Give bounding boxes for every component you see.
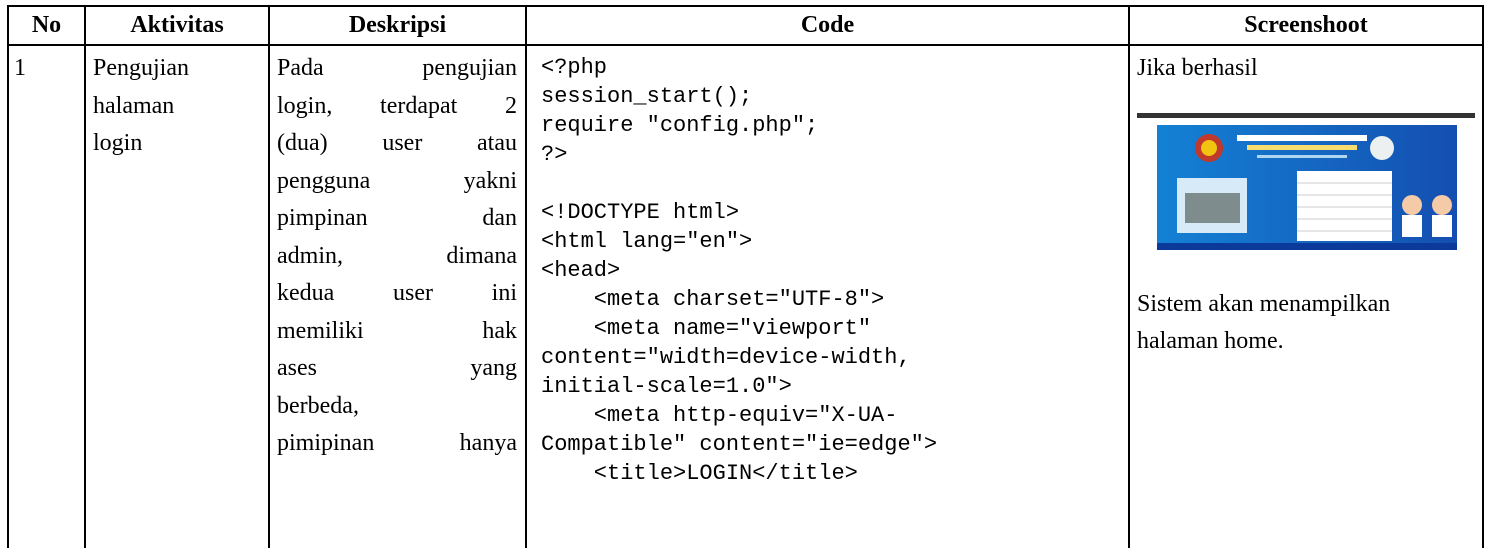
table-border [268, 5, 270, 548]
code-line: ?> [541, 142, 568, 167]
code-line: require "config.php"; [541, 113, 819, 138]
code-line: <meta http-equiv="X-UA- [541, 403, 898, 428]
code-line: <meta charset="UTF-8"> [541, 287, 885, 312]
cell-text: halaman [93, 92, 175, 119]
screenshot-note: Sistem akan menampilkan halaman home. [1137, 286, 1477, 361]
code-line: <html lang="en"> [541, 229, 753, 254]
screenshot-image [1137, 112, 1475, 250]
cell-text: Pengujian [93, 55, 189, 81]
cell-text: 1 [14, 55, 26, 81]
table-border [84, 5, 86, 548]
table-border [1482, 5, 1484, 548]
code-line: <!DOCTYPE html> [541, 200, 740, 225]
table-border [7, 5, 1484, 7]
header-cell: Deskripsi [348, 12, 447, 38]
table-border [1128, 5, 1130, 548]
cell-text: halaman home. [1137, 328, 1284, 354]
code-block: <?php session_start();require "config.php… [541, 53, 1121, 169]
code-line: <title>LOGIN</title> [541, 461, 858, 486]
aktivitas-cell: Pengujian halaman login [93, 50, 263, 163]
cell-text: Pada pengujian [277, 55, 517, 81]
cell-text: kedua user ini [277, 280, 517, 306]
cell-text: Sistem akan menampilkan [1137, 290, 1391, 317]
table-border [7, 5, 9, 548]
cell-text: (dua) user atau [277, 130, 517, 156]
cell-text: ases yang [277, 355, 517, 381]
cell-text: memiliki hak [277, 317, 517, 344]
no-cell: 1 [14, 50, 26, 88]
cell-text: Jika berhasil [1137, 55, 1258, 81]
screenshot-cell: Jika berhasil Sistem akan menampilkan hal… [1137, 50, 1477, 361]
deskripsi-cell: Pada pengujian login, terdapat 2 (dua) use… [277, 50, 517, 463]
code-line: Compatible" content="ie=edge"> [541, 432, 938, 457]
header-cell: Screenshoot [1244, 12, 1368, 38]
cell-text: login [93, 130, 143, 156]
code-line: initial-scale=1.0"> [541, 374, 792, 399]
cell-text: berbeda, [277, 392, 359, 419]
table-border [7, 44, 1484, 46]
cell-text: login, terdapat 2 [277, 92, 517, 119]
code-line: content="width=device-width, [541, 345, 911, 370]
code-block: <!DOCTYPE html> <html lang="en"> <head> <m… [541, 198, 1121, 488]
cell-text: pimipinan hanya [277, 430, 517, 456]
code-line: <head> [541, 258, 621, 283]
header-cell: Aktivitas [130, 12, 224, 38]
cell-text: pimpinan dan [277, 205, 517, 231]
code-line: session_start(); [541, 84, 753, 109]
table-border [525, 5, 527, 548]
code-cell: <?php session_start();require "config.php… [541, 53, 1121, 488]
header-cell: Code [800, 12, 855, 38]
code-line: <?php [541, 55, 608, 80]
cell-text: admin, dimana [277, 242, 517, 269]
cell-text: pengguna yakni [277, 167, 517, 194]
header-cell: No [31, 12, 62, 38]
code-line: <meta name="viewport" [541, 316, 872, 341]
